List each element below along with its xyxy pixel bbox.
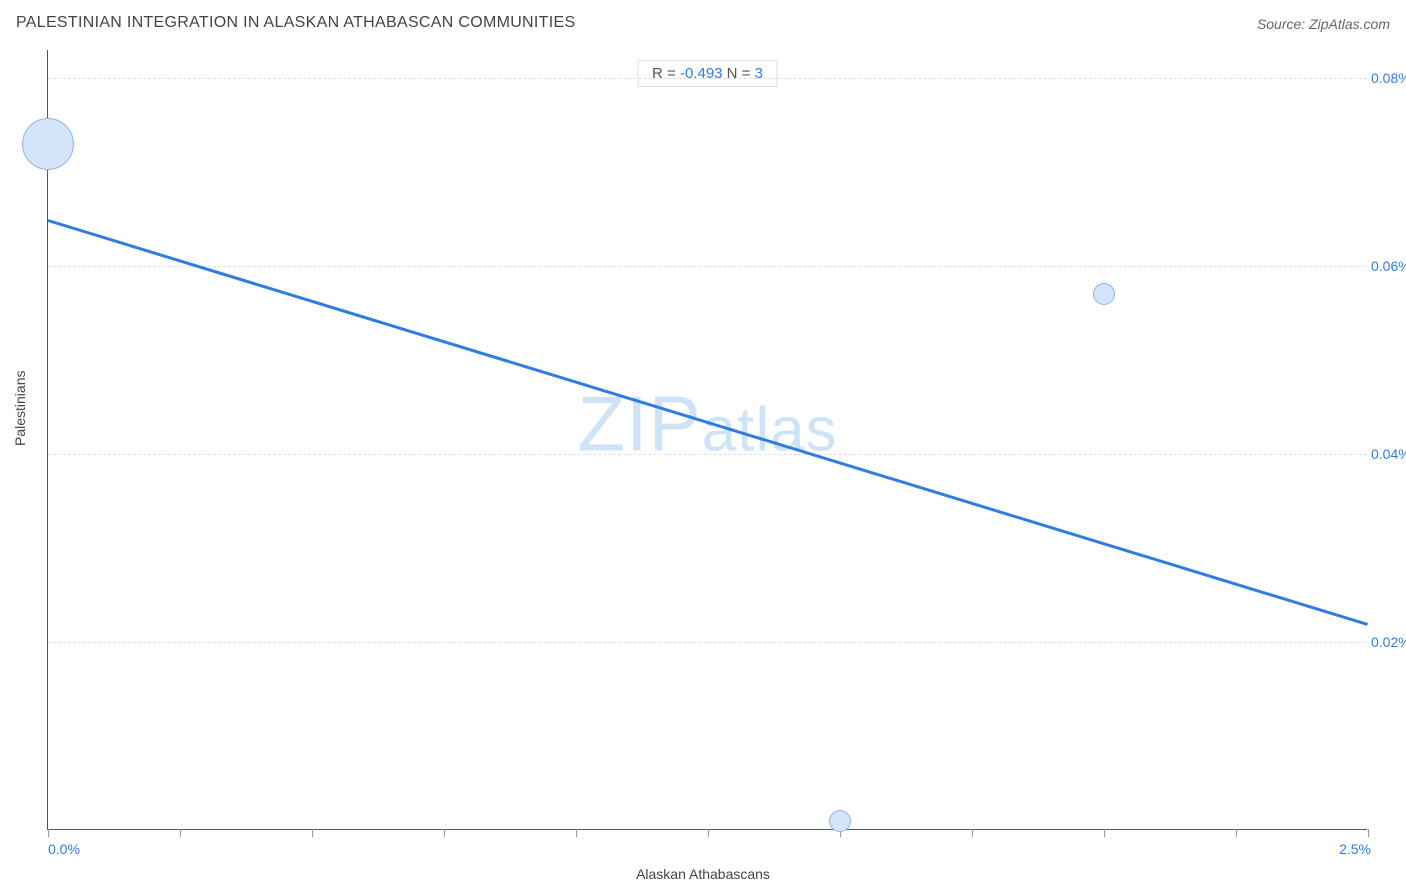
x-axis-label: Alaskan Athabascans <box>636 866 770 882</box>
data-point[interactable] <box>829 810 851 832</box>
y-axis-label: Palestinians <box>12 371 28 447</box>
gridline <box>48 78 1367 79</box>
data-point[interactable] <box>1093 283 1115 305</box>
n-label: N = <box>723 65 755 82</box>
stats-box: R = -0.493 N = 3 <box>637 60 778 87</box>
x-tick <box>1236 829 1237 837</box>
x-tick <box>312 829 313 837</box>
gridline <box>48 266 1367 267</box>
x-tick <box>444 829 445 837</box>
gridline <box>48 454 1367 455</box>
n-value: 3 <box>755 65 763 82</box>
r-label: R = <box>652 65 680 82</box>
chart-title: PALESTINIAN INTEGRATION IN ALASKAN ATHAB… <box>16 14 575 31</box>
plot-area: R = -0.493 N = 3 ZIPatlas 0.02%0.04%0.06… <box>47 50 1367 830</box>
y-tick-label: 0.08% <box>1371 70 1406 86</box>
x-tick <box>576 829 577 837</box>
x-min-label: 0.0% <box>48 841 80 857</box>
trend-line <box>48 219 1369 626</box>
data-point[interactable] <box>22 118 74 170</box>
chart-header: PALESTINIAN INTEGRATION IN ALASKAN ATHAB… <box>16 14 1390 42</box>
x-tick <box>180 829 181 837</box>
y-tick-label: 0.06% <box>1371 258 1406 274</box>
y-tick-label: 0.04% <box>1371 446 1406 462</box>
r-value: -0.493 <box>680 65 723 82</box>
x-tick <box>708 829 709 837</box>
x-tick <box>1104 829 1105 837</box>
y-tick-label: 0.02% <box>1371 634 1406 650</box>
source-attribution: Source: ZipAtlas.com <box>1257 16 1390 32</box>
x-tick <box>48 829 49 837</box>
x-max-label: 2.5% <box>1339 841 1371 857</box>
x-tick <box>972 829 973 837</box>
gridline <box>48 642 1367 643</box>
x-tick <box>1368 829 1369 837</box>
